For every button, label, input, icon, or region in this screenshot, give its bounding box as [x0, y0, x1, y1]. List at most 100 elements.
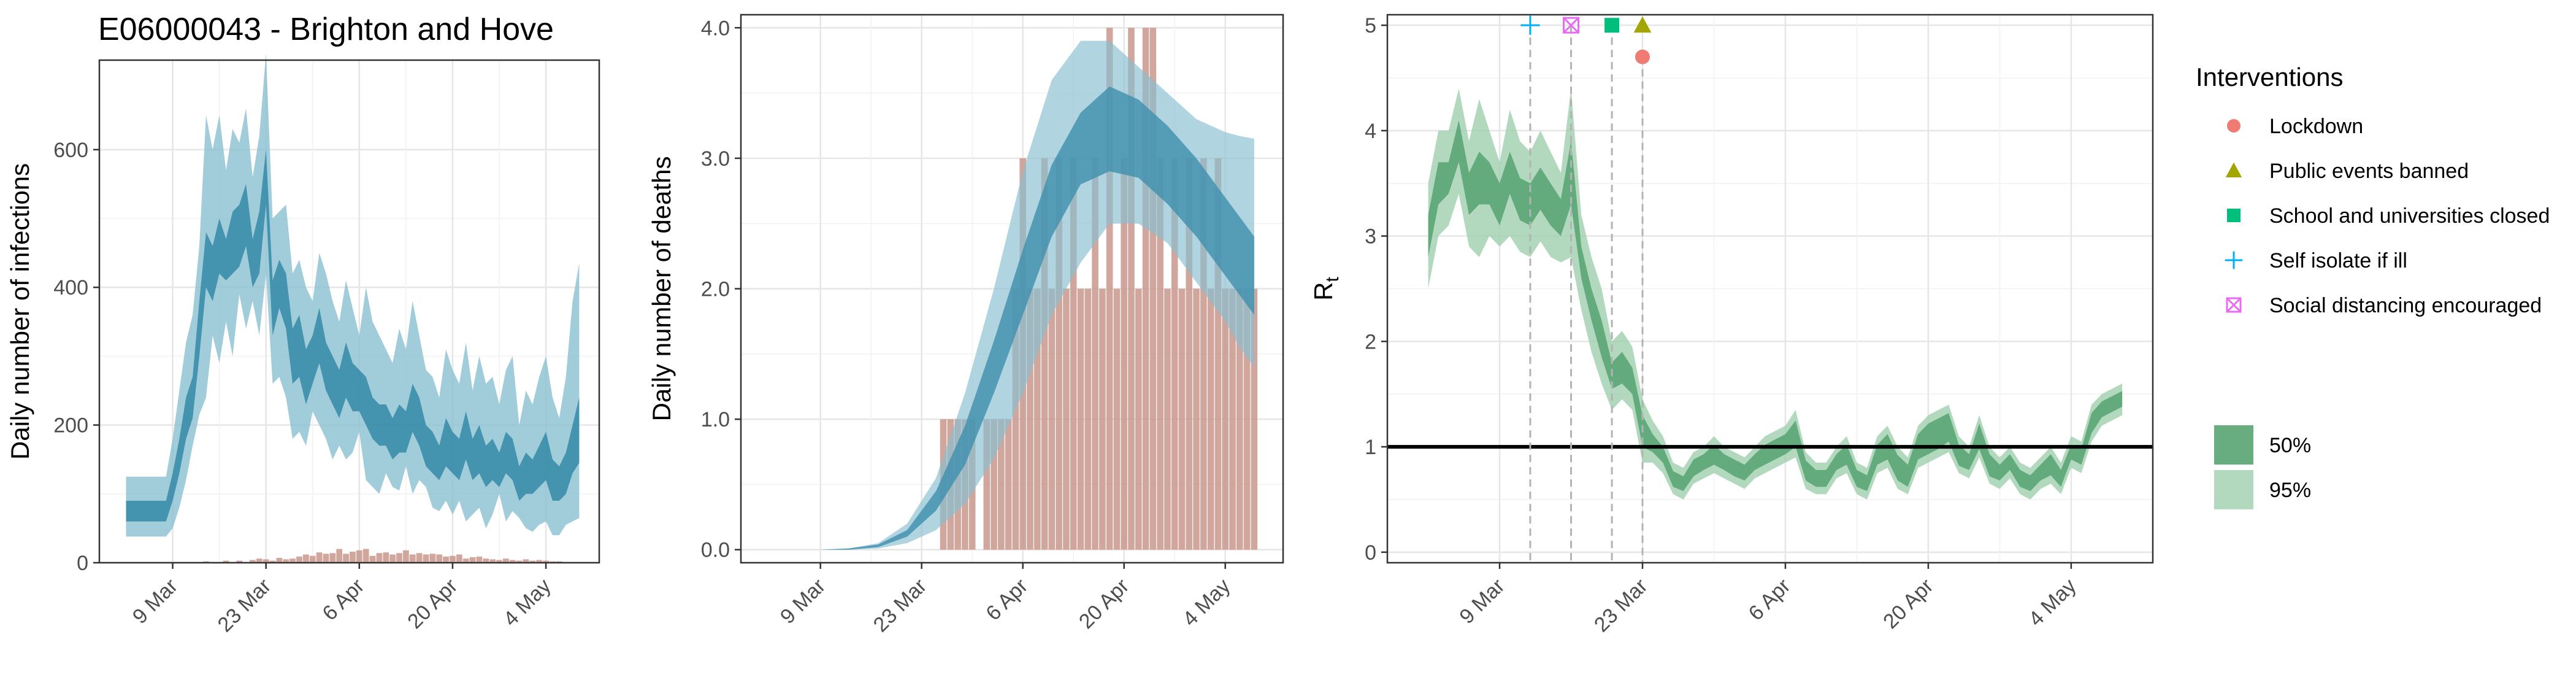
y-tick-label: 200 [53, 414, 88, 438]
bar [462, 558, 469, 563]
bar [529, 560, 536, 563]
figure-title: E06000043 - Brighton and Hove [98, 12, 554, 47]
legend-items: Lockdown Public events banned School and u… [2225, 115, 2550, 317]
y-tick-label: 2.0 [701, 278, 730, 301]
bar [983, 419, 991, 550]
x-tick-label: 9 Mar [128, 574, 182, 628]
ci-50-band [126, 149, 580, 522]
legend-label: School and universities closed [2269, 204, 2550, 228]
legend-key-triangle [2225, 162, 2242, 177]
bar [991, 419, 997, 550]
y-tick-label: 4.0 [701, 17, 730, 40]
bar [283, 559, 289, 563]
y-tick-label: 3 [1365, 225, 1376, 249]
infections-panel: 0 200 400 600 9 Mar 23 Mar 6 Apr 20 Apr 4 May Dai… [6, 53, 600, 637]
legend-title: Interventions [2196, 63, 2343, 91]
x-tick-label: 20 Apr [1879, 574, 1938, 633]
x-tick-label: 4 May [2024, 574, 2080, 631]
legend-label: Social distancing encouraged [2269, 294, 2542, 317]
bar [1106, 28, 1113, 550]
y-tick-label: 0 [1365, 541, 1376, 565]
bar [476, 556, 483, 563]
y-axis-label: Daily number of infections [6, 163, 34, 460]
bar [1048, 288, 1056, 550]
bar [1084, 288, 1092, 550]
bar [276, 558, 283, 563]
legend-ci-label: 95% [2269, 479, 2311, 502]
x-tick-label: 9 Mar [776, 574, 830, 628]
bar [1041, 158, 1048, 550]
bar [523, 559, 529, 563]
legend-ci-label: 50% [2269, 434, 2311, 457]
x-tick-label: 20 Apr [1075, 574, 1133, 633]
x-tick-label: 20 Apr [403, 574, 462, 633]
y-tick-label: 1.0 [701, 408, 730, 431]
bar [362, 549, 369, 563]
x-tick-label: 23 Mar [869, 574, 932, 637]
bar [396, 553, 402, 563]
bar [1063, 288, 1070, 550]
x-tick-label: 6 Apr [981, 574, 1032, 625]
bar [223, 560, 229, 563]
bar [1092, 158, 1098, 550]
bar [343, 554, 349, 563]
x-tick-label: 9 Mar [1455, 574, 1509, 628]
bar [316, 552, 323, 563]
bar [289, 558, 296, 563]
bar [269, 560, 276, 563]
bar [350, 552, 356, 563]
bar [1099, 288, 1106, 550]
x-tick-label: 23 Mar [213, 574, 276, 637]
bar [1135, 288, 1142, 550]
bar [309, 555, 316, 563]
y-tick-label: 400 [53, 276, 88, 299]
bar [1077, 288, 1084, 550]
legend-key-square [2227, 209, 2241, 222]
bar [329, 553, 336, 563]
bar [1012, 288, 1019, 550]
bar [423, 554, 429, 563]
bar [1207, 288, 1214, 550]
bar [1243, 288, 1251, 550]
bar [543, 560, 549, 563]
y-tick-label: 5 [1365, 14, 1376, 37]
bar [1193, 288, 1200, 550]
bar [389, 554, 396, 563]
bar [1214, 158, 1222, 550]
bar [1229, 288, 1236, 550]
bar [489, 559, 496, 563]
y-tick-label: 2 [1365, 330, 1376, 353]
bar [263, 559, 269, 563]
bar [256, 558, 263, 563]
bar [1251, 288, 1258, 550]
x-tick-label: 6 Apr [318, 574, 369, 625]
plot-frame [98, 59, 600, 564]
bar [1157, 158, 1163, 550]
interventions-legend: Interventions Lockdown Public events bann… [2196, 63, 2550, 509]
bar [450, 555, 456, 563]
bar [1186, 158, 1193, 550]
bar [509, 560, 516, 563]
x-tick-label: 6 Apr [1744, 574, 1795, 625]
bar [356, 550, 362, 563]
bar [516, 560, 523, 563]
bar [429, 554, 436, 563]
legend-label: Self isolate if ill [2269, 249, 2407, 272]
bar [383, 552, 389, 563]
bar [502, 558, 509, 563]
plot-frame [1386, 14, 2154, 564]
bar [1149, 28, 1157, 550]
bar [1128, 28, 1135, 550]
bar [443, 556, 449, 563]
x-tick-label: 4 May [499, 574, 555, 631]
y-axis-label: Daily number of deaths [647, 156, 676, 422]
bar [336, 549, 343, 563]
bar [296, 556, 302, 563]
bar [376, 553, 383, 563]
bar [483, 558, 489, 563]
legend-label: Lockdown [2269, 115, 2363, 138]
deaths-panel: 0.0 1.0 2.0 3.0 4.0 9 Mar 23 Mar 6 Apr 20 Apr 4 M… [647, 14, 1284, 637]
y-tick-label: 3.0 [701, 147, 730, 171]
bar [409, 554, 416, 563]
y-tick-label: 0 [77, 552, 88, 575]
